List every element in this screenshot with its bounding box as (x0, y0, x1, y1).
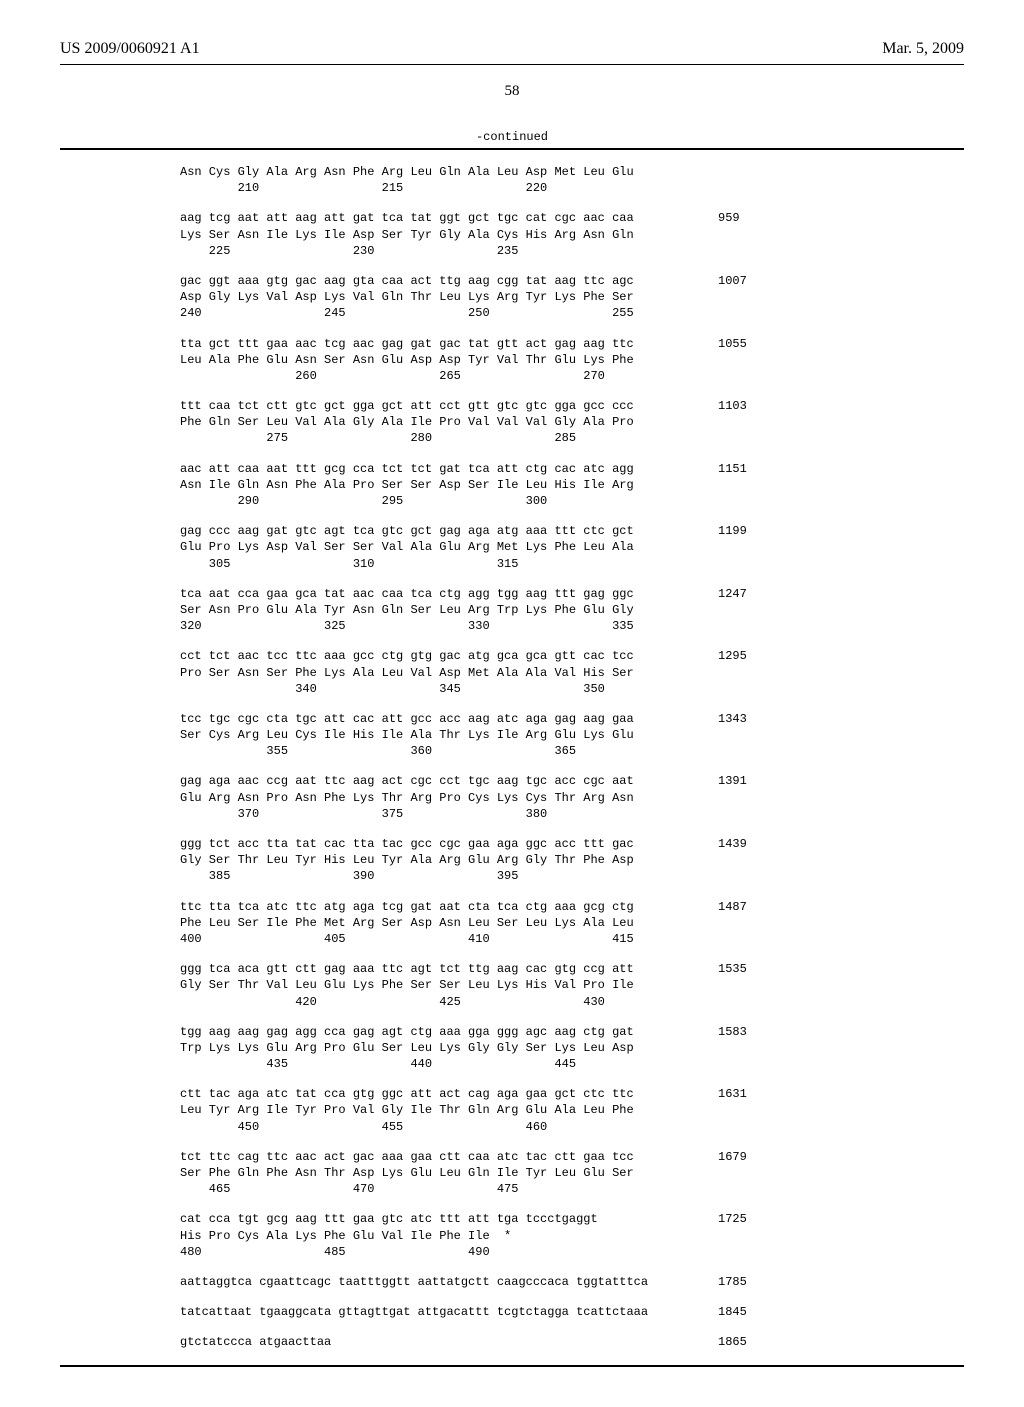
sequence-block: ggg tct acc tta tat cac tta tac gcc cgc … (180, 836, 964, 885)
bottom-seq-rule (60, 1365, 964, 1367)
sequence-tail-row: aattaggtca cgaattcagc taatttggtt aattatg… (180, 1274, 964, 1290)
top-seq-rule (60, 148, 964, 150)
sequence-block: Asn Cys Gly Ala Arg Asn Phe Arg Leu Gln … (180, 164, 964, 196)
sequence-block: gag ccc aag gat gtc agt tca gtc gct gag … (180, 523, 964, 572)
sequence-block: gag aga aac ccg aat ttc aag act cgc cct … (180, 773, 964, 822)
sequence-block: ctt tac aga atc tat cca gtg ggc att act … (180, 1086, 964, 1135)
sequence-block: tct ttc cag ttc aac act gac aaa gaa ctt … (180, 1149, 964, 1198)
sequence-block: tca aat cca gaa gca tat aac caa tca ctg … (180, 586, 964, 635)
sequence-block: tta gct ttt gaa aac tcg aac gag gat gac … (180, 336, 964, 385)
sequence-block: tcc tgc cgc cta tgc att cac att gcc acc … (180, 711, 964, 760)
page-number: 58 (60, 83, 964, 100)
continued-label: -continued (60, 130, 964, 144)
sequence-block: aac att caa aat ttt gcg cca tct tct gat … (180, 461, 964, 510)
sequence-block: cct tct aac tcc ttc aaa gcc ctg gtg gac … (180, 648, 964, 697)
sequence-block: gac ggt aaa gtg gac aag gta caa act ttg … (180, 273, 964, 322)
sequence-block: ggg tca aca gtt ctt gag aaa ttc agt tct … (180, 961, 964, 1010)
sequence-tail-row: tatcattaat tgaaggcata gttagttgat attgaca… (180, 1304, 964, 1320)
sequence-block: ttc tta tca atc ttc atg aga tcg gat aat … (180, 899, 964, 948)
publication-number: US 2009/0060921 A1 (60, 40, 200, 58)
sequence-tail-row: gtctatccca atgaacttaa1865 (180, 1334, 964, 1350)
sequence-block: aag tcg aat att aag att gat tca tat ggt … (180, 210, 964, 259)
header-rule (60, 64, 964, 65)
publication-date: Mar. 5, 2009 (882, 40, 964, 58)
sequence-block: cat cca tgt gcg aag ttt gaa gtc atc ttt … (180, 1211, 964, 1260)
sequence-listing: Asn Cys Gly Ala Arg Asn Phe Arg Leu Gln … (180, 164, 964, 1351)
sequence-block: tgg aag aag gag agg cca gag agt ctg aaa … (180, 1024, 964, 1073)
sequence-block: ttt caa tct ctt gtc gct gga gct att cct … (180, 398, 964, 447)
